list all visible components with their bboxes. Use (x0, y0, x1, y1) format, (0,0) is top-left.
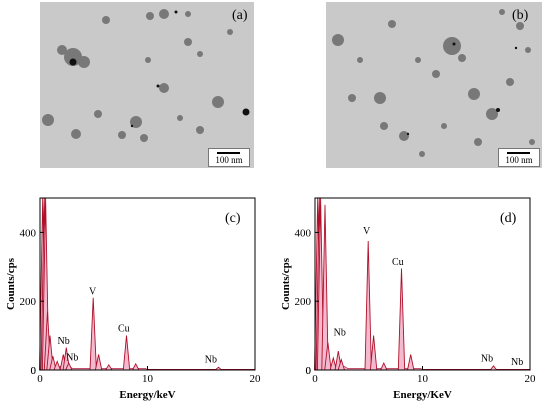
scale-bar-label: 100 nm (505, 155, 533, 165)
plot-frame (314, 197, 531, 371)
scale-bar-line (217, 152, 240, 154)
scale-bar-label: 100 nm (215, 155, 243, 165)
scale-bar-line (507, 152, 530, 154)
peak-annotation: Nb (511, 357, 523, 368)
panel-label: (d) (500, 211, 517, 226)
panel-label: (c) (225, 211, 241, 226)
peak-annotation: Nb (481, 353, 493, 364)
y-tick-label: 0 (31, 365, 37, 377)
spectrum-peak (406, 354, 415, 371)
panel-label-a: (a) (232, 8, 248, 23)
peak-annotation: V (363, 226, 371, 237)
eds-chart-c: 0 10 2002004000NbNbVCuNb(c)Energy/keVCount… (5, 197, 262, 401)
spectrum-peak (364, 240, 372, 371)
x-tick-label: 10 (417, 373, 429, 385)
spectrum-peak (104, 363, 113, 371)
x-axis-title: Energy/keV (119, 389, 175, 401)
peak-annotation: V (89, 286, 97, 297)
y-tick-label: 400 (295, 227, 312, 239)
x-tick-label: 0 (37, 373, 43, 385)
tem-image-a: (a) 100 nm (40, 2, 254, 168)
scale-bar-b: 100 nm (498, 148, 540, 167)
x-tick-label: 10 (142, 373, 154, 385)
y-axis-title: Counts/cps (5, 257, 17, 310)
x-tick-label: 20 (250, 373, 262, 385)
spectrum-peak (397, 268, 406, 371)
x-tick-label: 20 (525, 373, 537, 385)
y-tick-label: 200 (20, 296, 37, 308)
peak-annotation: Cu (118, 323, 130, 334)
tem-particles-a (42, 9, 250, 142)
panel-label-b: (b) (512, 8, 529, 23)
spectrum-peak (89, 297, 97, 371)
x-axis-title: Energy/KeV (393, 389, 452, 401)
peak-annotation: Nb (58, 336, 70, 347)
y-tick-label: 0 (306, 365, 312, 377)
plot-frame (39, 197, 256, 371)
spectrum-peak (379, 362, 388, 371)
peak-annotation: Nb (66, 352, 78, 363)
x-tick-label: 0 (312, 373, 318, 385)
y-tick-label: 200 (295, 296, 312, 308)
y-axis-title: Counts/cps (280, 257, 292, 310)
y-tick-label: 0 (31, 365, 37, 377)
spectrum-peak (122, 335, 131, 371)
scale-bar-a: 100 nm (208, 148, 250, 167)
y-tick-label: 400 (20, 227, 37, 239)
peak-annotation: Cu (392, 257, 404, 268)
peak-annotation: Nb (334, 328, 346, 339)
tem-image-b: (b) 100 nm (326, 2, 542, 168)
spectrum-peak (131, 362, 140, 371)
spectrum-peak (489, 365, 498, 371)
peak-annotation: Nb (205, 354, 217, 365)
y-tick-label: 0 (306, 365, 312, 377)
tem-particles-b (332, 9, 535, 157)
